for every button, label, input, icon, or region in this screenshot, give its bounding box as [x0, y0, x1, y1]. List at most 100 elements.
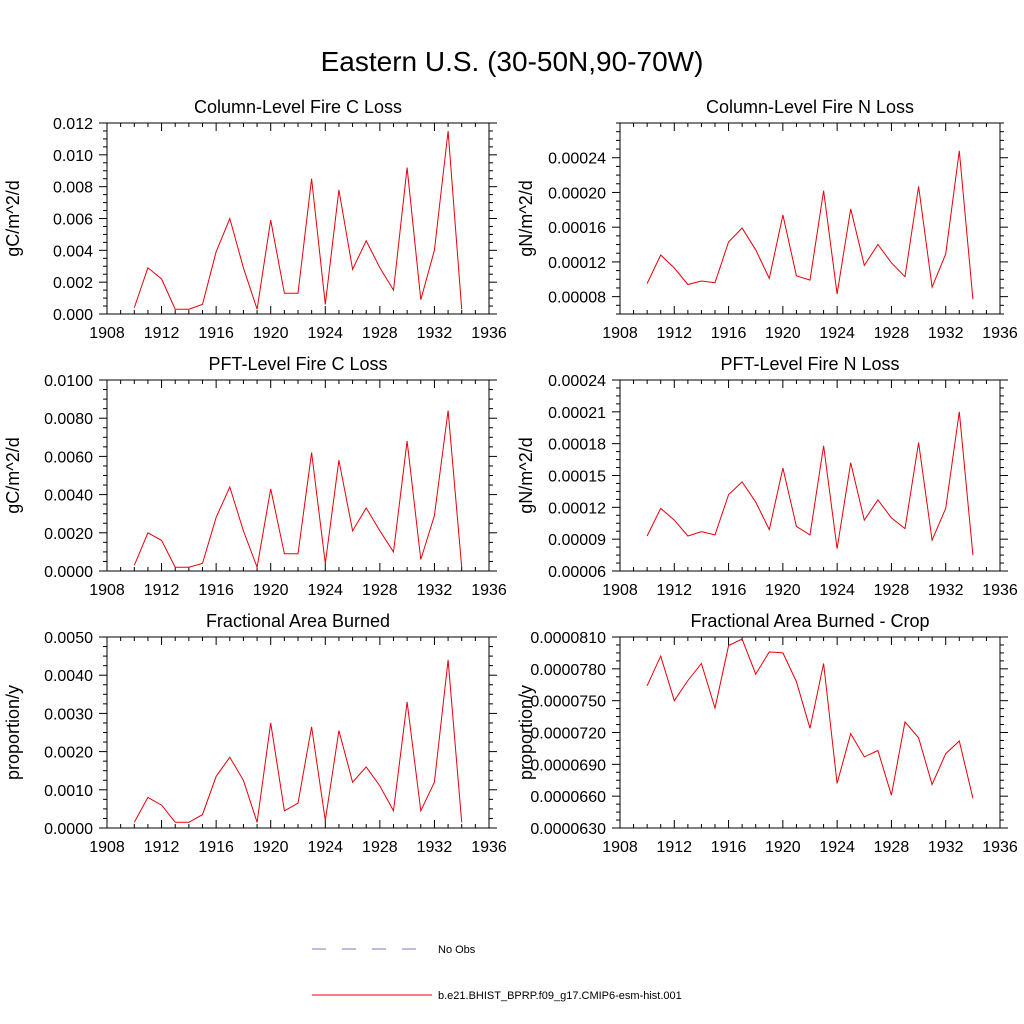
- x-tick-label: 1936: [982, 839, 1018, 856]
- y-axis-label: gC/m^2/d: [3, 437, 23, 513]
- y-tick-label: 0.00021: [548, 405, 606, 422]
- x-tick-label: 1928: [362, 582, 398, 599]
- x-tick-label: 1916: [711, 582, 747, 599]
- x-tick-label: 1908: [89, 325, 125, 342]
- x-tick-label: 1916: [198, 325, 234, 342]
- series-line: [646, 638, 974, 799]
- y-tick-label: 0.0100: [44, 373, 93, 390]
- x-tick-label: 1932: [928, 325, 964, 342]
- x-tick-label: 1936: [982, 325, 1018, 342]
- y-axis-label: gC/m^2/d: [3, 180, 23, 256]
- x-tick-label: 1908: [602, 582, 638, 599]
- plot-frame: [619, 122, 1001, 315]
- y-tick-label: 0.010: [53, 148, 93, 165]
- y-tick-label: 0.00006: [548, 564, 606, 581]
- x-tick-label: 1924: [307, 582, 343, 599]
- x-tick-label: 1932: [417, 325, 453, 342]
- y-tick-label: 0.00024: [548, 373, 606, 390]
- y-axis-label: proportion/y: [3, 685, 23, 780]
- x-tick-label: 1924: [307, 325, 343, 342]
- y-tick-label: 0.0020: [44, 526, 93, 543]
- panel-3: PFT-Level Fire C Loss gC/m^2/d 1908 1912 191…: [3, 354, 507, 599]
- y-tick-label: 0.006: [53, 212, 93, 229]
- x-tick-label: 1912: [656, 582, 692, 599]
- y-tick-label: 0.00020: [548, 185, 606, 202]
- y-tick-label: 0.0050: [44, 630, 93, 647]
- y-tick-label: 0.00018: [548, 437, 606, 454]
- x-tick-label: 1924: [819, 325, 855, 342]
- y-tick-label: 0.00016: [548, 220, 606, 237]
- x-tick-label: 1920: [253, 325, 289, 342]
- y-tick-label: 0.0030: [44, 706, 93, 723]
- panel-2: Column-Level Fire N Loss gN/m^2/d 1908 1912…: [516, 97, 1018, 342]
- y-tick-label: 0.00009: [548, 532, 606, 549]
- x-tick-label: 1932: [928, 839, 964, 856]
- x-tick-label: 1920: [765, 582, 801, 599]
- x-tick-label: 1936: [471, 325, 507, 342]
- x-tick-label: 1908: [602, 839, 638, 856]
- panel-title: Fractional Area Burned - Crop: [690, 611, 929, 631]
- x-tick-label: 1924: [819, 839, 855, 856]
- series-line: [133, 410, 463, 570]
- x-tick-label: 1928: [362, 839, 398, 856]
- y-tick-label: 0.00012: [548, 500, 606, 517]
- panel-title: Column-Level Fire C Loss: [194, 97, 402, 117]
- y-tick-label: 0.004: [53, 243, 93, 260]
- y-tick-label: 0.0000750: [530, 694, 606, 711]
- series-line: [646, 150, 974, 300]
- x-tick-label: 1928: [874, 325, 910, 342]
- x-tick-label: 1912: [656, 839, 692, 856]
- series-line: [646, 411, 974, 556]
- series-line: [133, 130, 463, 310]
- x-tick-label: 1936: [982, 582, 1018, 599]
- panel-title: PFT-Level Fire N Loss: [720, 354, 899, 374]
- y-tick-label: 0.012: [53, 116, 93, 133]
- x-tick-label: 1908: [89, 839, 125, 856]
- page-title: Eastern U.S. (30-50N,90-70W): [320, 46, 704, 77]
- y-tick-label: 0.0000630: [530, 821, 606, 838]
- x-tick-label: 1924: [819, 582, 855, 599]
- x-tick-label: 1916: [198, 582, 234, 599]
- x-tick-label: 1908: [89, 582, 125, 599]
- y-tick-label: 0.0000810: [530, 630, 606, 647]
- panels: Column-Level Fire C Loss gC/m^2/d 1908 1912…: [3, 97, 1018, 856]
- y-axis-label: proportion/y: [516, 685, 536, 780]
- panel-6: Fractional Area Burned - Crop proportion/…: [516, 611, 1018, 856]
- x-tick-label: 1916: [198, 839, 234, 856]
- panel-5: Fractional Area Burned proportion/y 1908 19…: [3, 611, 507, 856]
- y-tick-label: 0.0080: [44, 411, 93, 428]
- x-tick-label: 1936: [471, 582, 507, 599]
- panel-title: Fractional Area Burned: [206, 611, 390, 631]
- x-tick-label: 1912: [144, 325, 180, 342]
- y-tick-label: 0.0000660: [530, 789, 606, 806]
- y-tick-label: 0.008: [53, 180, 93, 197]
- plot-frame: [106, 636, 490, 829]
- y-tick-label: 0.00012: [548, 255, 606, 272]
- x-tick-label: 1916: [711, 839, 747, 856]
- y-tick-label: 0.000: [53, 307, 93, 324]
- y-tick-label: 0.002: [53, 275, 93, 292]
- plot-frame: [619, 379, 1001, 572]
- legend-obs-label: No Obs: [438, 944, 476, 956]
- plot-frame: [106, 379, 490, 572]
- y-tick-label: 0.0000: [44, 821, 93, 838]
- y-axis-label: gN/m^2/d: [516, 180, 536, 256]
- y-tick-label: 0.0040: [44, 668, 93, 685]
- panel-1: Column-Level Fire C Loss gC/m^2/d 1908 1912…: [3, 97, 507, 342]
- series-line: [133, 659, 463, 823]
- x-tick-label: 1920: [765, 839, 801, 856]
- panel-title: Column-Level Fire N Loss: [706, 97, 914, 117]
- x-tick-label: 1908: [602, 325, 638, 342]
- x-tick-label: 1936: [471, 839, 507, 856]
- legend: No Obs b.e21.BHIST_BPRP.f09_g17.CMIP6-es…: [312, 944, 682, 1002]
- x-tick-label: 1928: [874, 582, 910, 599]
- y-tick-label: 0.0000: [44, 564, 93, 581]
- plot-frame: [619, 636, 1001, 829]
- y-tick-label: 0.00015: [548, 469, 606, 486]
- x-tick-label: 1932: [928, 582, 964, 599]
- y-tick-label: 0.00024: [548, 151, 606, 168]
- y-tick-label: 0.0000780: [530, 662, 606, 679]
- y-tick-label: 0.00008: [548, 290, 606, 307]
- y-tick-label: 0.0010: [44, 783, 93, 800]
